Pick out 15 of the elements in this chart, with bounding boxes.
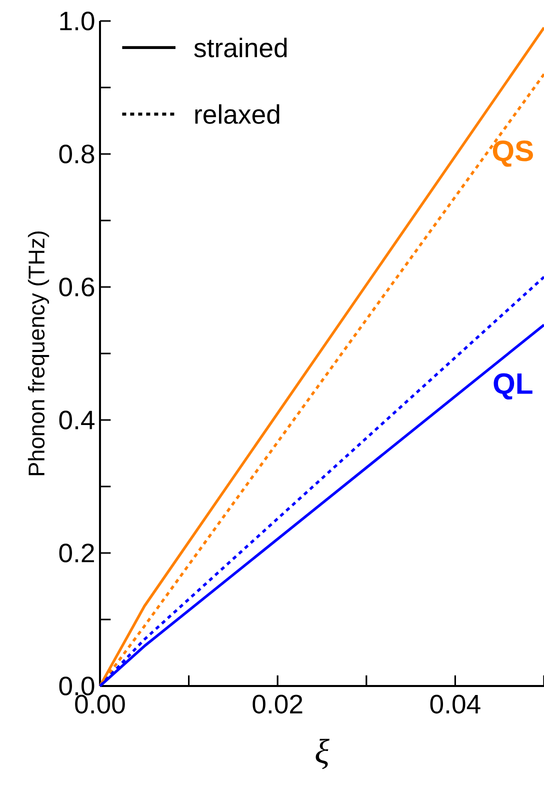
annotation: relaxed: [195, 104, 280, 124]
x-tick-label: 0.04: [430, 694, 480, 714]
y-tick-label: 0.6: [59, 278, 94, 296]
annotation: QS: [492, 140, 533, 167]
y-tick-label: 0.8: [59, 144, 94, 164]
y-tick-label: 0.4: [59, 410, 95, 430]
y-tick-label: 0.2: [59, 544, 94, 562]
x-tick-label: 0.02: [252, 694, 302, 714]
y-axis-title: Phonon frequency (THz): [28, 231, 50, 476]
y-tick-label: 0.0: [59, 676, 94, 696]
x-axis-title: ξ: [316, 738, 330, 770]
annotation: QL: [494, 373, 532, 400]
y-tick-label: 1.0: [60, 12, 94, 30]
x-tick-label: 0.00: [75, 694, 125, 714]
annotation: strained: [194, 38, 287, 58]
